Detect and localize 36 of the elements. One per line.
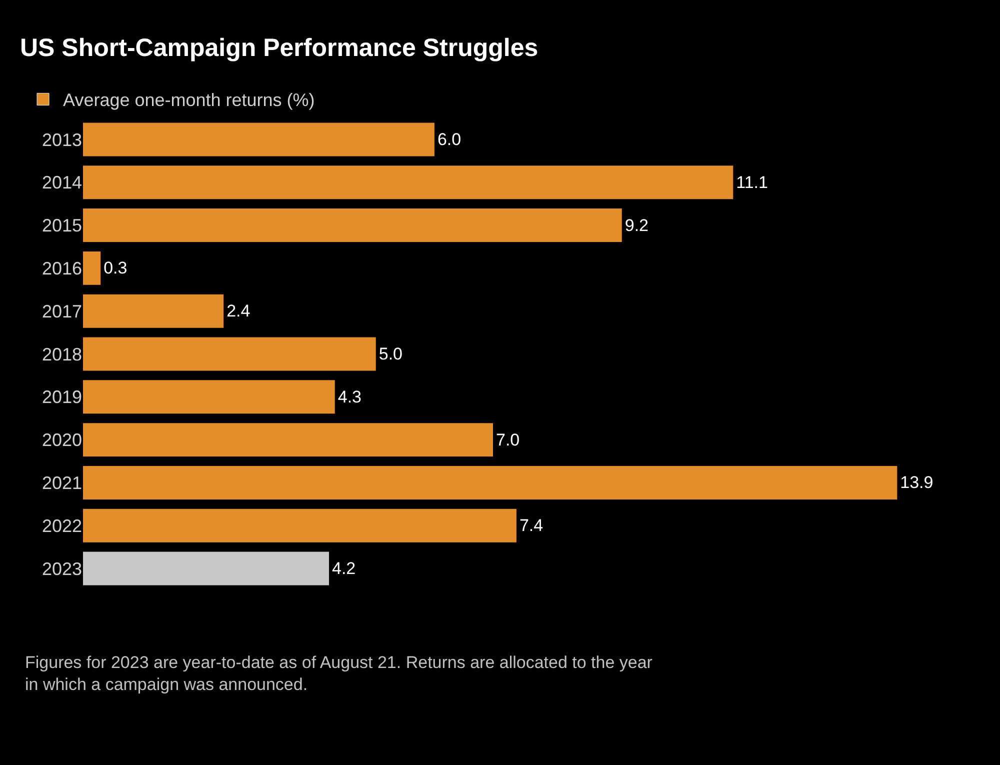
y-tick-label: 2017 xyxy=(42,301,82,322)
data-label: 5.0 xyxy=(378,344,402,364)
bar xyxy=(83,466,898,500)
y-tick-label: 2014 xyxy=(42,172,82,193)
data-label: 9.2 xyxy=(624,216,648,235)
data-label: 6.0 xyxy=(437,130,462,149)
chart-title: US Short-Campaign Performance Struggles xyxy=(20,34,538,62)
bar xyxy=(83,251,101,285)
bar xyxy=(83,166,734,200)
text: Figures for 2023 are year-to-date as of August 21. Returns are allocated to the year in which a campaign was announced. xyxy=(25,653,653,694)
bar xyxy=(83,423,493,457)
y-tick-label: 2022 xyxy=(42,516,82,536)
bar xyxy=(83,294,224,328)
bar xyxy=(83,337,376,371)
y-tick-label: 2021 xyxy=(42,473,82,494)
bar xyxy=(83,380,335,414)
data-label: 7.4 xyxy=(519,516,544,536)
data-label: 13.9 xyxy=(900,473,934,492)
y-tick-label: 2019 xyxy=(42,387,82,408)
y-tick-label: 2016 xyxy=(42,258,82,278)
data-label: 4.3 xyxy=(338,387,362,406)
legend-label: Average one-month returns (%) xyxy=(63,90,315,110)
y-tick-label: 2015 xyxy=(42,216,82,236)
y-tick-label: 2018 xyxy=(42,344,82,364)
data-label: 2.4 xyxy=(226,302,250,321)
y-tick-label: 2013 xyxy=(42,130,82,150)
bar xyxy=(83,208,622,242)
y-tick-label: 2020 xyxy=(42,430,82,450)
data-label: 7.0 xyxy=(496,430,520,450)
bar xyxy=(83,552,329,586)
data-label: 11.1 xyxy=(736,172,768,192)
y-tick-label: 2023 xyxy=(42,558,82,579)
data-label: 0.3 xyxy=(104,258,128,278)
data-label: 4.2 xyxy=(332,559,356,578)
bar xyxy=(83,122,434,156)
bar xyxy=(83,508,516,542)
